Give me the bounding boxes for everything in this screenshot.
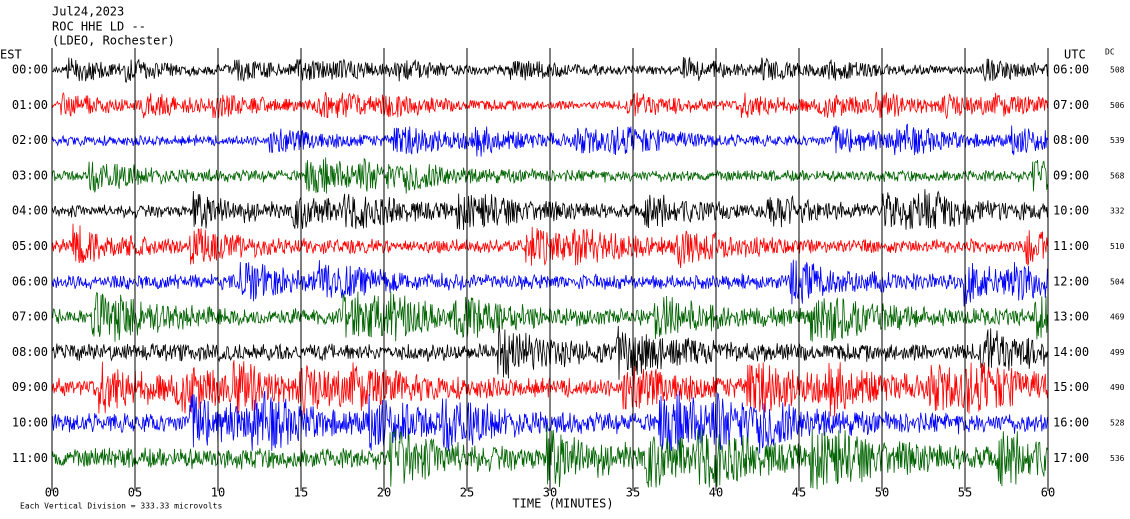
dc-value: 510 xyxy=(1110,242,1125,251)
dc-value: 568 xyxy=(1110,171,1125,180)
dc-value: 469 xyxy=(1110,313,1125,322)
dc-value: 508 xyxy=(1110,66,1125,75)
utc-label: 12:00 xyxy=(1053,274,1089,288)
header-line: ROC HHE LD -- xyxy=(52,20,146,34)
x-tick-label: 55 xyxy=(958,486,972,500)
est-label: 05:00 xyxy=(12,239,48,253)
header-line: (LDEO, Rochester) xyxy=(52,34,175,48)
est-label: 07:00 xyxy=(12,310,48,324)
dc-value: 528 xyxy=(1110,419,1125,428)
x-axis-label: TIME (MINUTES) xyxy=(512,497,613,511)
est-label: 10:00 xyxy=(12,416,48,430)
dc-value: 499 xyxy=(1110,348,1125,357)
dc-value: 504 xyxy=(1110,277,1125,286)
utc-label: 16:00 xyxy=(1053,416,1089,430)
utc-label: 07:00 xyxy=(1053,98,1089,112)
est-label: 04:00 xyxy=(12,204,48,218)
x-tick-label: 25 xyxy=(460,486,474,500)
utc-label: 09:00 xyxy=(1053,168,1089,182)
utc-label: 06:00 xyxy=(1053,63,1089,77)
est-label: 11:00 xyxy=(12,451,48,465)
x-tick-label: 40 xyxy=(709,486,723,500)
dc-value: 490 xyxy=(1110,383,1125,392)
est-label: 01:00 xyxy=(12,98,48,112)
dc-value: 332 xyxy=(1110,207,1125,216)
est-label: 03:00 xyxy=(12,168,48,182)
dc-value: 539 xyxy=(1110,136,1125,145)
header-line: Jul24,2023 xyxy=(52,5,124,19)
dc-label: DC xyxy=(1105,48,1115,57)
x-tick-label: 45 xyxy=(792,486,806,500)
utc-label: 14:00 xyxy=(1053,345,1089,359)
utc-label: 17:00 xyxy=(1053,451,1089,465)
utc-label: 15:00 xyxy=(1053,380,1089,394)
est-label: 09:00 xyxy=(12,380,48,394)
x-tick-label: 30 xyxy=(543,486,557,500)
est-label: 08:00 xyxy=(12,345,48,359)
right-axis-label: UTC xyxy=(1064,48,1086,62)
x-tick-label: 00 xyxy=(45,486,59,500)
x-tick-label: 05 xyxy=(128,486,142,500)
utc-label: 10:00 xyxy=(1053,204,1089,218)
x-tick-label: 50 xyxy=(875,486,889,500)
est-label: 06:00 xyxy=(12,274,48,288)
dc-value: 506 xyxy=(1110,101,1125,110)
dc-value: 536 xyxy=(1110,454,1125,463)
utc-label: 13:00 xyxy=(1053,310,1089,324)
utc-label: 08:00 xyxy=(1053,133,1089,147)
footnote: Each Vertical Division = 333.33 microvol… xyxy=(20,502,222,511)
x-tick-label: 10 xyxy=(211,486,225,500)
x-tick-label: 15 xyxy=(294,486,308,500)
x-tick-label: 20 xyxy=(377,486,391,500)
left-axis-label: EST xyxy=(0,48,22,62)
est-label: 02:00 xyxy=(12,133,48,147)
x-tick-label: 60 xyxy=(1041,486,1055,500)
utc-label: 11:00 xyxy=(1053,239,1089,253)
est-label: 00:00 xyxy=(12,63,48,77)
x-tick-label: 35 xyxy=(626,486,640,500)
